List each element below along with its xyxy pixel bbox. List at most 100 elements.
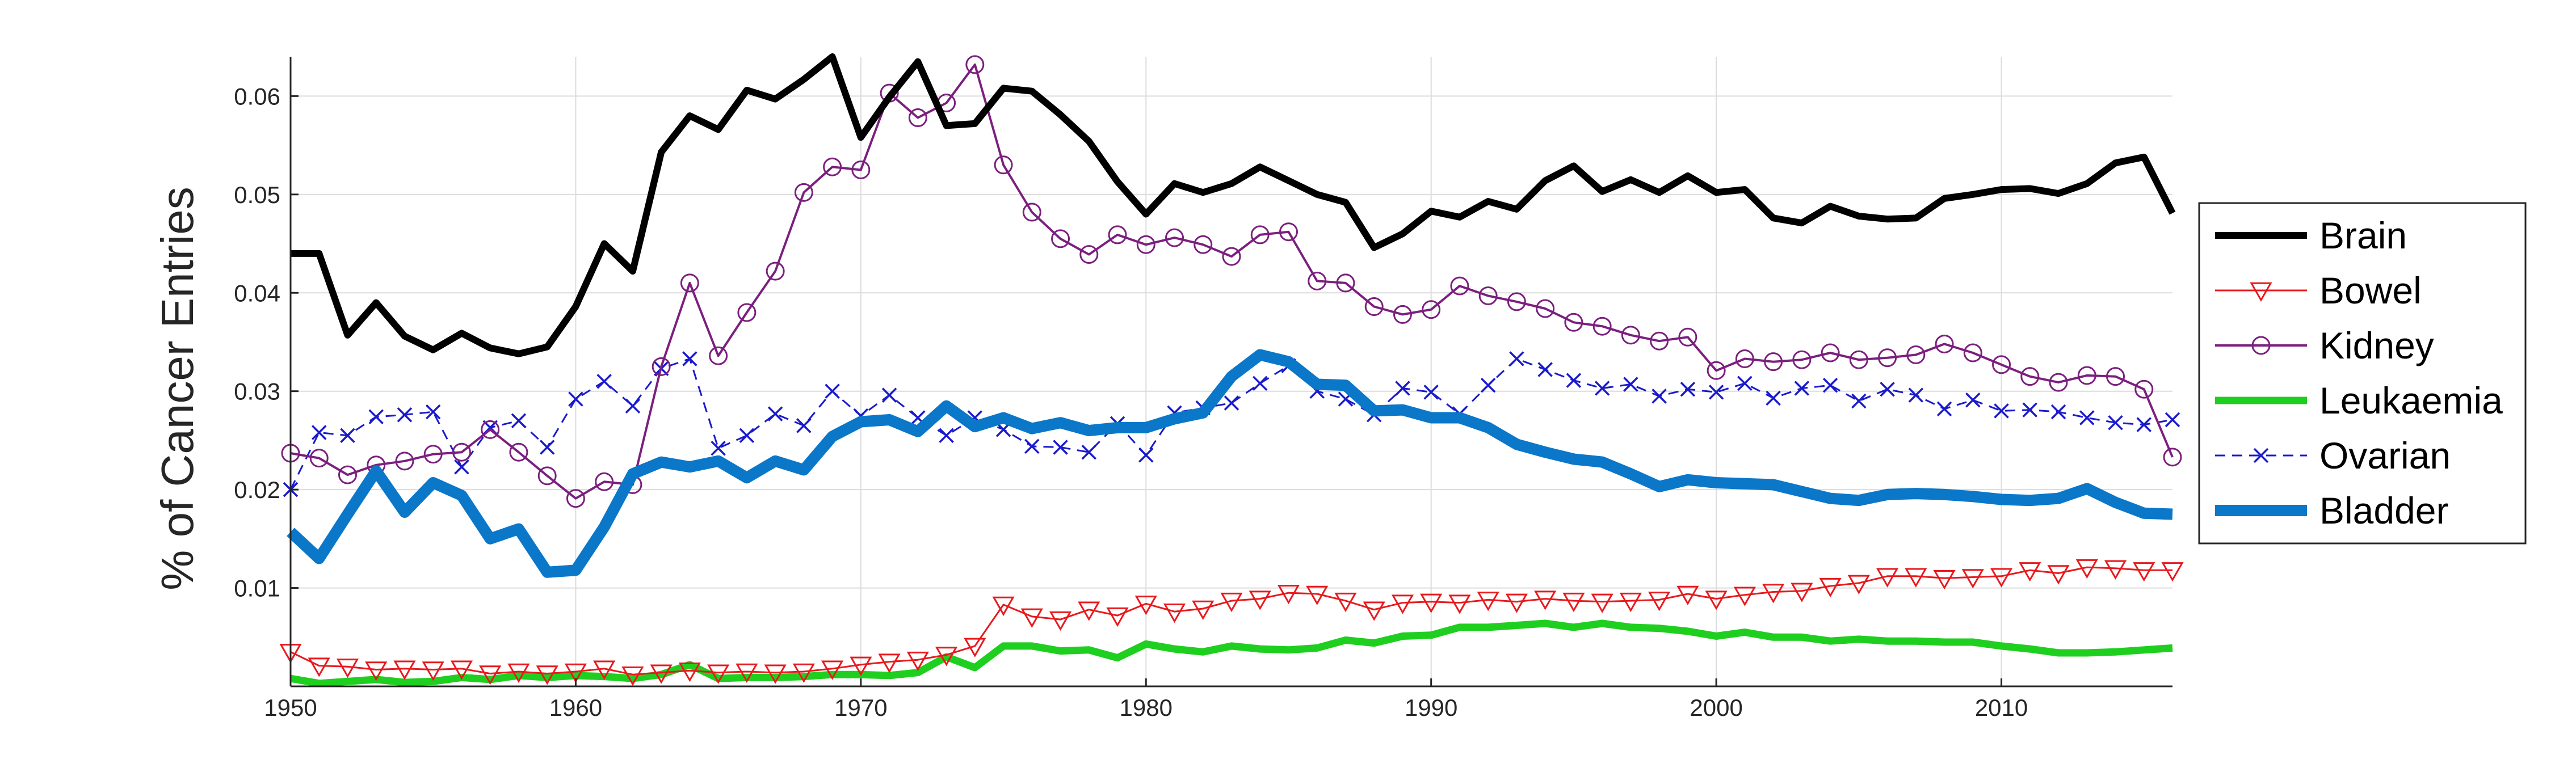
data-point-kidney: [338, 465, 357, 484]
data-point-bowel: [1933, 569, 1956, 590]
data-point-bowel: [393, 660, 416, 680]
data-point-kidney: [423, 445, 443, 464]
legend-entry-leukaemia: Leukaemia: [2215, 379, 2503, 421]
data-point-ovarian: [1908, 387, 1924, 403]
data-point-kidney: [2049, 373, 2068, 392]
data-point-bowel: [1847, 575, 1870, 594]
data-point-bowel: [821, 660, 844, 680]
data-point-bowel: [2133, 562, 2155, 582]
data-point-kidney: [908, 108, 927, 128]
data-point-kidney: [1222, 247, 1241, 266]
data-point-ovarian: [340, 428, 355, 443]
data-point-ovarian: [2136, 417, 2151, 432]
y-tick-label: 0.04: [234, 280, 280, 306]
data-point-bowel: [736, 663, 758, 684]
data-point-bowel: [1306, 585, 1329, 605]
y-tick-label: 0.06: [234, 83, 280, 109]
legend-label-bowel: Bowel: [2319, 269, 2422, 311]
data-point-ovarian: [1566, 373, 1582, 388]
data-point-ovarian: [739, 428, 755, 443]
data-point-bowel: [1420, 593, 1443, 613]
data-point-bowel: [1477, 592, 1499, 611]
data-point-ovarian: [881, 387, 897, 403]
data-point-bowel: [1049, 611, 1072, 631]
data-point-kidney: [1136, 235, 1155, 254]
data-point-bowel: [1591, 593, 1613, 613]
data-point-bowel: [621, 666, 644, 686]
data-point-bowel: [1733, 587, 1756, 606]
data-point-bowel: [1676, 585, 1699, 605]
data-point-kidney: [2134, 379, 2154, 399]
data-point-bowel: [964, 638, 986, 657]
data-point-kidney: [1250, 225, 1270, 244]
y-tick-label: 0.03: [234, 378, 280, 405]
data-point-ovarian: [682, 351, 697, 366]
data-point-ovarian: [1794, 381, 1810, 396]
data-point-ovarian: [397, 407, 413, 423]
data-point-bowel: [992, 596, 1015, 617]
y-tick-label: 0.01: [234, 575, 280, 602]
data-point-ovarian: [1053, 440, 1068, 455]
data-point-ovarian: [1680, 381, 1696, 397]
tick-labels: 1950 1960 1970 1980 1990 2000 2010 0.01 0.02 0.03…: [234, 83, 2028, 721]
data-point-kidney: [1194, 235, 1213, 254]
data-point-kidney: [2106, 367, 2125, 386]
data-point-bowel: [2104, 560, 2127, 580]
legend-label-kidney: Kidney: [2319, 324, 2434, 366]
data-point-ovarian: [1623, 377, 1638, 392]
data-point-bowel: [593, 660, 616, 680]
data-point-kidney: [1650, 331, 1669, 351]
data-point-ovarian: [1024, 438, 1040, 454]
data-point-kidney: [1764, 352, 1783, 372]
data-point-bowel: [1762, 584, 1785, 604]
data-point-kidney: [452, 442, 471, 462]
data-point-bowel: [707, 664, 730, 684]
data-point-ovarian: [2079, 410, 2095, 425]
data-point-bowel: [1249, 590, 1271, 610]
series-brain: [291, 53, 2176, 357]
data-point-kidney: [652, 357, 671, 376]
data-point-ovarian: [1936, 401, 1952, 417]
series-line-brain: [291, 53, 2176, 357]
data-point-bowel: [479, 665, 502, 685]
x-tick-label: 1950: [264, 694, 317, 721]
data-point-kidney: [1507, 292, 1526, 311]
data-point-kidney: [823, 157, 842, 176]
data-point-bowel: [1705, 590, 1728, 610]
data-point-kidney: [1450, 276, 1469, 296]
data-point-kidney: [2077, 366, 2096, 385]
data-point-bowel: [1648, 592, 1671, 611]
x-tick-label: 1980: [1120, 694, 1173, 721]
data-point-kidney: [851, 160, 871, 179]
data-point-bowel: [1990, 568, 2013, 588]
data-point-bowel: [1876, 568, 1899, 588]
data-point-bowel: [792, 663, 815, 684]
data-point-ovarian: [1708, 385, 1724, 400]
data-point-bowel: [1220, 592, 1243, 613]
data-point-bowel: [1277, 584, 1300, 605]
data-point-bowel: [1791, 583, 1813, 602]
series-ovarian: [283, 351, 2180, 497]
data-point-kidney: [1878, 348, 1897, 368]
data-point-kidney: [994, 155, 1013, 175]
data-point-bowel: [650, 664, 673, 684]
legend-box: [2198, 202, 2527, 545]
data-point-ovarian: [568, 391, 583, 407]
data-point-ovarian: [1737, 376, 1753, 391]
data-point-kidney: [395, 452, 414, 471]
data-point-kidney: [1935, 334, 1954, 353]
data-point-kidney: [1336, 273, 1355, 293]
data-point-ovarian: [596, 374, 612, 389]
data-point-kidney: [509, 442, 528, 462]
legend-marker-kidney: [2251, 336, 2271, 355]
axes: [289, 57, 2172, 687]
data-point-ovarian: [2108, 415, 2123, 431]
y-axis-label: % of Cancer Entries: [152, 187, 203, 590]
data-point-kidney: [965, 55, 985, 74]
data-point-kidney: [1849, 350, 1868, 369]
data-point-kidney: [1564, 313, 1583, 332]
data-point-ovarian: [1965, 393, 1981, 408]
data-point-kidney: [1079, 245, 1099, 264]
